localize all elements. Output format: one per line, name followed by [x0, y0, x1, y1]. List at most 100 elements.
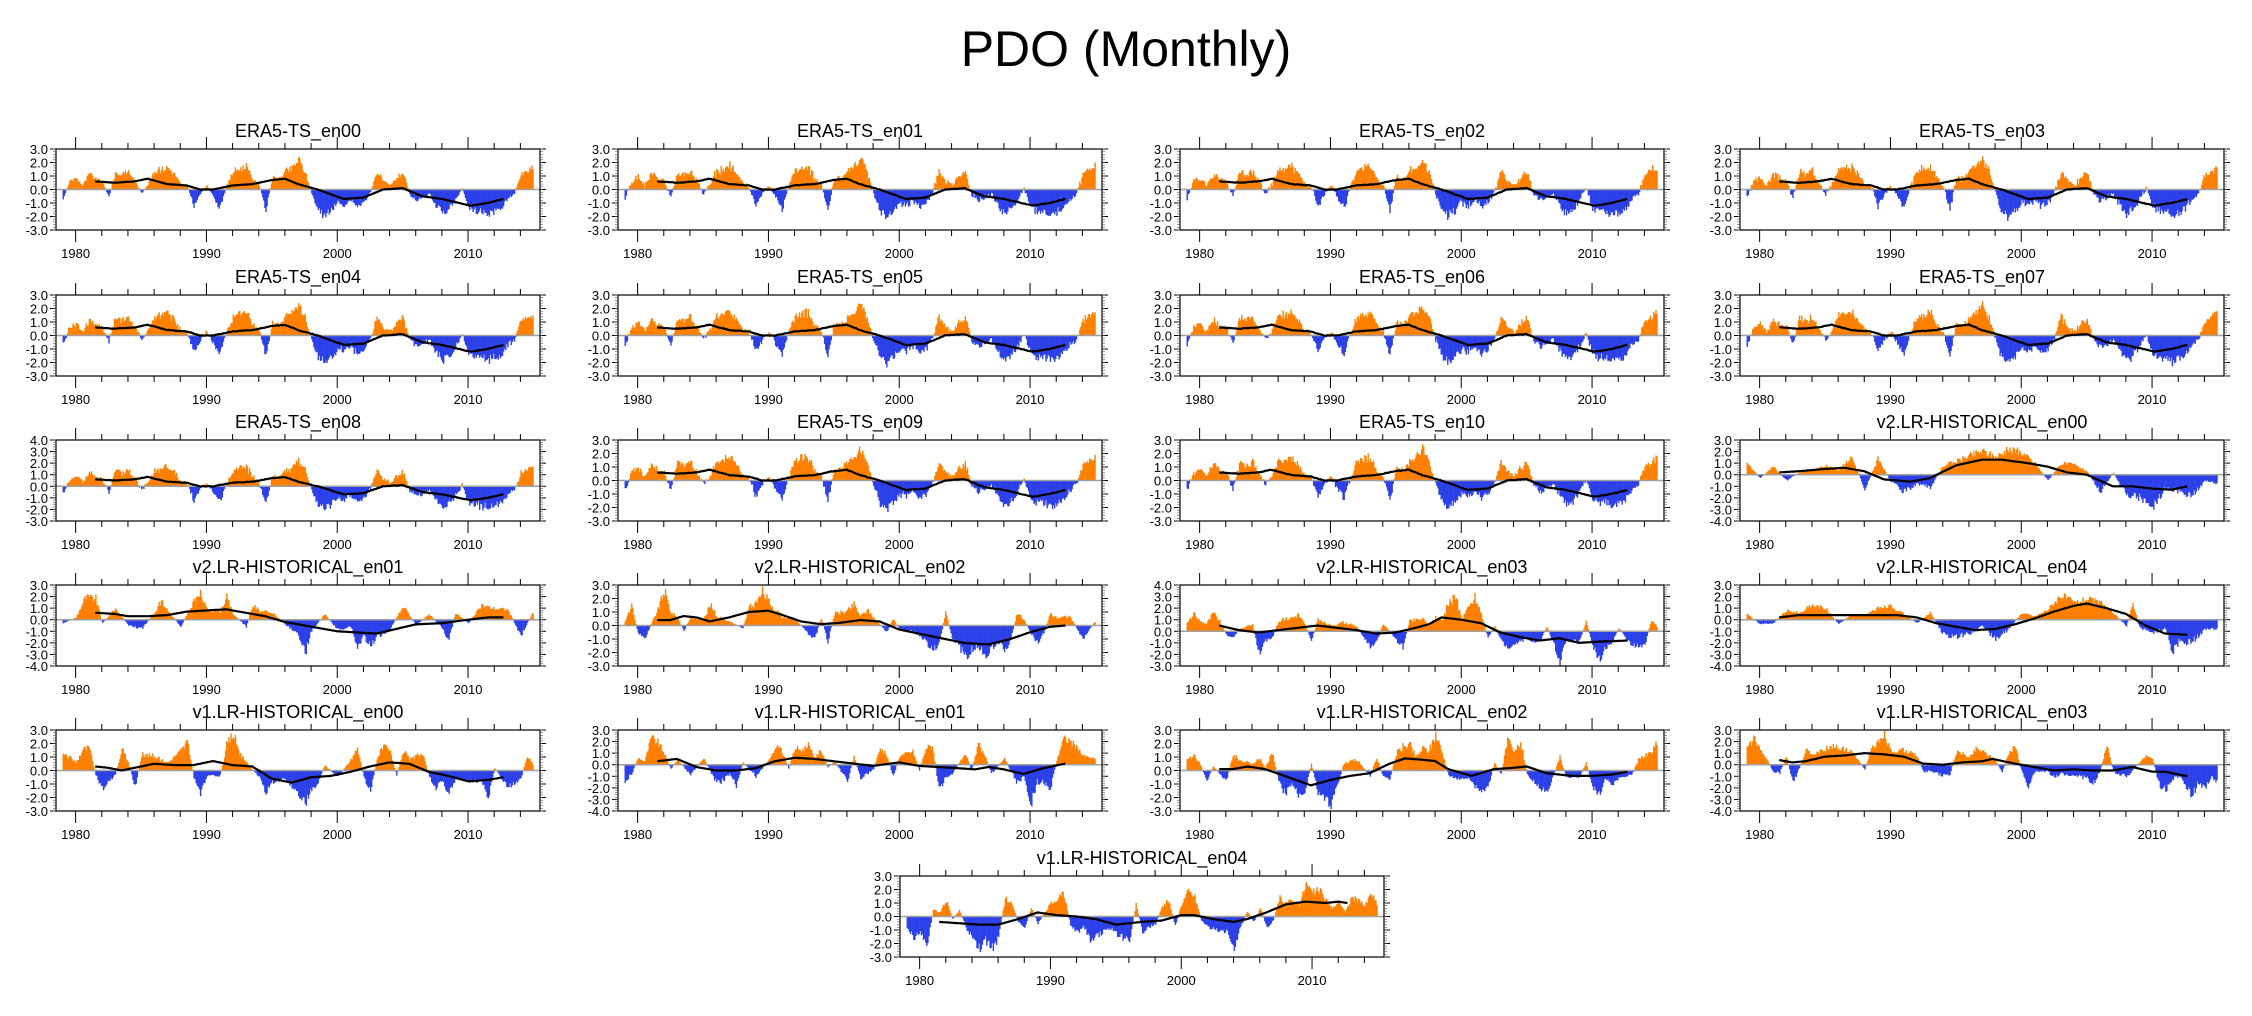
bar	[1092, 312, 1094, 336]
bar	[2033, 189, 2035, 201]
bar	[711, 179, 714, 190]
bar	[1923, 167, 1925, 190]
bar	[1628, 189, 1630, 207]
bar	[450, 335, 452, 357]
bar	[1253, 170, 1255, 190]
bar	[840, 179, 842, 190]
bar	[2180, 189, 2182, 215]
bar	[485, 335, 487, 361]
bar	[755, 335, 757, 349]
bar	[665, 333, 668, 336]
bar	[1020, 335, 1022, 343]
bar	[1274, 177, 1277, 190]
bar	[626, 335, 629, 342]
bar	[422, 189, 424, 197]
bar	[238, 169, 240, 190]
bar	[79, 183, 82, 190]
bar	[351, 189, 353, 200]
bar	[1763, 184, 1766, 190]
bar	[1347, 189, 1350, 192]
bar	[1238, 172, 1241, 190]
x-tick-label: 1990	[1316, 246, 1345, 261]
bar	[1369, 168, 1372, 190]
bar	[2212, 170, 2214, 190]
bar	[1074, 189, 1077, 197]
bar	[318, 189, 321, 208]
bar	[943, 179, 946, 190]
bar	[783, 189, 786, 200]
bar	[1583, 189, 1585, 192]
bar	[1367, 312, 1369, 336]
bar	[937, 175, 939, 190]
bar	[190, 189, 192, 196]
bar	[1521, 319, 1523, 336]
bar	[389, 329, 391, 336]
bar	[1551, 189, 1554, 195]
bar	[1475, 335, 1477, 348]
bar	[1322, 189, 1325, 197]
bar	[1447, 189, 1449, 221]
bar	[1758, 176, 1760, 190]
bar	[1576, 189, 1579, 206]
bar	[1314, 335, 1316, 342]
bar	[720, 313, 722, 336]
bar	[151, 173, 154, 190]
bar	[1949, 189, 1951, 211]
bar	[1026, 189, 1029, 197]
bar	[1374, 173, 1376, 190]
bar	[1941, 185, 1944, 190]
bar	[1351, 333, 1353, 336]
bar	[1294, 168, 1296, 190]
bar	[1200, 181, 1203, 190]
bar	[644, 329, 646, 336]
bar	[1847, 167, 1850, 190]
bar	[71, 180, 73, 190]
bar	[667, 189, 669, 192]
bar	[1992, 187, 1995, 190]
bar	[624, 335, 626, 346]
bar	[511, 335, 514, 343]
bar	[214, 335, 216, 346]
bar	[428, 189, 431, 194]
panel-title: ERA5-TS_en03	[1919, 121, 2045, 142]
bar	[1411, 311, 1413, 336]
bar	[826, 335, 828, 354]
bar	[73, 178, 75, 190]
bar	[1550, 189, 1553, 195]
bar	[633, 181, 635, 190]
bar	[1510, 183, 1512, 190]
bar	[921, 335, 923, 351]
bar	[2214, 167, 2216, 190]
bar	[137, 331, 140, 336]
bar	[510, 189, 512, 197]
bar	[162, 316, 165, 336]
bar	[270, 328, 273, 336]
bar	[886, 189, 888, 218]
bar	[1515, 329, 1518, 336]
bar	[807, 165, 810, 190]
bar	[950, 331, 952, 336]
bar	[941, 175, 944, 190]
bar	[1008, 189, 1010, 208]
x-tick-label: 1980	[1185, 246, 1214, 261]
bar	[276, 323, 278, 336]
bar	[1418, 165, 1421, 190]
bar	[318, 335, 321, 356]
bar	[719, 316, 721, 336]
bar	[1906, 189, 1909, 198]
x-tick-label: 2010	[454, 246, 483, 261]
bar	[283, 317, 286, 336]
bar	[959, 176, 961, 190]
bar	[800, 317, 802, 336]
bar	[818, 329, 820, 336]
bar	[1754, 180, 1756, 190]
bar	[860, 304, 862, 336]
bar	[2007, 189, 2009, 221]
bar	[2000, 189, 2002, 213]
bar	[1844, 168, 1847, 190]
bar	[989, 189, 992, 197]
bar	[1557, 189, 1559, 200]
bar	[972, 189, 974, 198]
bar	[1305, 185, 1307, 190]
bar	[259, 333, 262, 336]
